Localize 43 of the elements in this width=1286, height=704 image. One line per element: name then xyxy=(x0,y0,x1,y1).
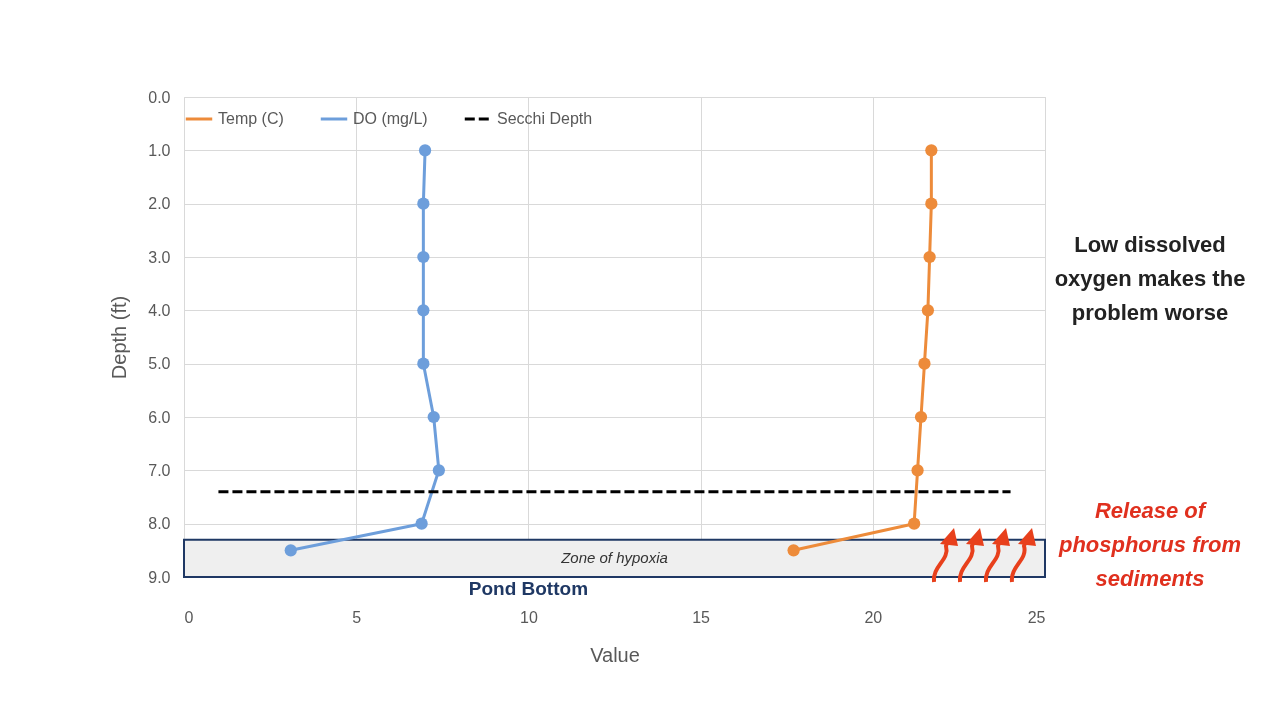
x-tick-label: 5 xyxy=(352,608,362,626)
x-axis-title: Value xyxy=(590,643,640,666)
x-tick-label: 15 xyxy=(692,608,711,626)
point xyxy=(417,304,430,317)
point xyxy=(284,544,297,557)
y-tick-label: 1.0 xyxy=(148,141,171,159)
point xyxy=(415,517,428,530)
text: Low dissolved oxygen makes the problem worse xyxy=(1053,231,1247,327)
point xyxy=(908,517,921,530)
point xyxy=(427,410,440,424)
point xyxy=(911,464,924,477)
band-label: Zone of hypoxia xyxy=(560,549,668,567)
y-tick-label: 6.0 xyxy=(148,408,171,426)
y-tick-label: 4.0 xyxy=(148,301,171,319)
legend-label: Secchi Depth xyxy=(497,110,593,127)
legend-label: DO (mg/L) xyxy=(353,110,428,127)
x-tick-label: 25 xyxy=(1027,608,1046,626)
legend-label: Temp (C) xyxy=(218,110,284,127)
y-tick-label: 7.0 xyxy=(148,461,171,479)
text: Release of phosphorus from sediments xyxy=(1057,497,1243,593)
point xyxy=(787,544,800,557)
x-tick-label: 0 xyxy=(184,608,194,626)
y-tick-label: 3.0 xyxy=(148,248,171,266)
point xyxy=(914,410,928,424)
point xyxy=(925,197,938,210)
point xyxy=(418,144,432,157)
y-tick-label: 9.0 xyxy=(148,568,171,586)
y-tick-label: 0.0 xyxy=(148,88,171,106)
x-tick-label: 20 xyxy=(864,608,883,626)
point xyxy=(923,250,936,264)
point xyxy=(417,250,430,264)
y-tick-label: 2.0 xyxy=(148,195,171,213)
annotation: Pond Bottom xyxy=(468,578,589,599)
point xyxy=(432,464,445,477)
y-tick-label: 8.0 xyxy=(148,515,171,533)
point xyxy=(918,357,931,370)
point xyxy=(417,357,430,370)
y-tick-label: 5.0 xyxy=(148,355,171,373)
point xyxy=(417,197,430,210)
point xyxy=(925,144,938,157)
point xyxy=(921,304,935,317)
x-tick-label: 10 xyxy=(520,608,538,626)
y-axis-title: Depth (ft) xyxy=(108,295,131,380)
